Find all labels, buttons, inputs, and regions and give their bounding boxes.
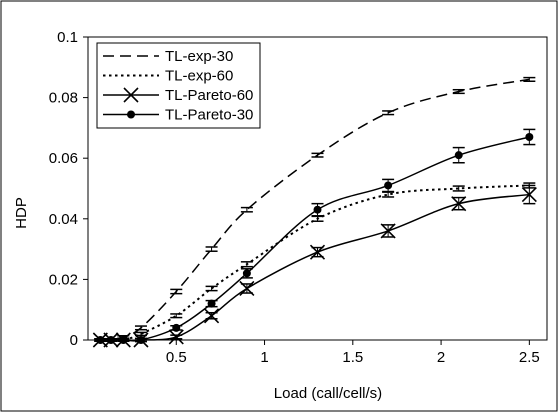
series-tl-pareto-30 [94,128,536,344]
x-axis-ticks: 0.5 1 1.5 2 2.5 [166,340,540,366]
data-point-dot-marker [96,336,105,344]
legend-dot-marker [127,110,135,119]
x-tick-label: 1 [260,349,268,366]
data-point-x-marker [451,196,467,212]
legend-item: TL-Pareto-60 [103,87,253,104]
series-line [100,184,530,342]
data-point-x-marker [309,244,326,260]
data-point-dot-marker [384,181,393,190]
data-point-dot-marker [172,323,181,332]
legend-label: TL-Pareto-60 [165,87,253,104]
data-point-dot-marker [207,299,216,308]
legend-label: TL-Pareto-30 [165,107,253,124]
y-axis-label: HDP [13,197,30,229]
y-axis-ticks: 0 0.02 0.04 0.06 0.08 0.1 [49,29,88,349]
x-axis-label: Load (call/cell/s) [274,385,382,402]
data-point-x-marker [380,223,396,239]
legend-label: TL-exp-30 [165,48,233,65]
legend-item: TL-Pareto-30 [103,107,253,124]
x-tick-label: 2 [437,349,445,366]
data-point-x-marker [204,308,220,324]
data-point-dot-marker [454,151,463,160]
y-tick-label: 0.08 [49,90,78,107]
y-tick-label: 0.04 [49,211,78,228]
legend-label: TL-exp-60 [165,68,233,85]
data-point-dot-marker [313,205,322,214]
data-point-x-marker [239,280,255,297]
legend: TL-exp-30 TL-exp-60 TL-Pareto-60 TL-Pareto-… [96,42,261,129]
series-layer [92,76,537,348]
data-point-x-marker [168,329,184,345]
x-tick-label: 1.5 [342,349,363,366]
data-point-dot-marker [242,269,251,278]
data-point-dot-marker [525,132,534,141]
data-point-dot-marker [136,336,145,344]
y-tick-label: 0.06 [49,150,78,167]
y-tick-label: 0.1 [57,29,78,46]
plot-area [87,36,548,341]
legend-x-marker [123,87,139,103]
data-point-x-marker [521,186,537,203]
legend-item: TL-exp-30 [103,48,233,65]
y-tick-label: 0 [70,332,78,349]
x-tick-label: 0.5 [166,349,187,366]
data-point-dot-marker [106,336,115,344]
legend-item: TL-exp-60 [103,68,233,85]
data-point-dot-marker [119,336,128,344]
y-tick-label: 0.02 [49,271,78,288]
plot-frame [87,36,548,341]
x-tick-label: 2.5 [519,349,540,366]
